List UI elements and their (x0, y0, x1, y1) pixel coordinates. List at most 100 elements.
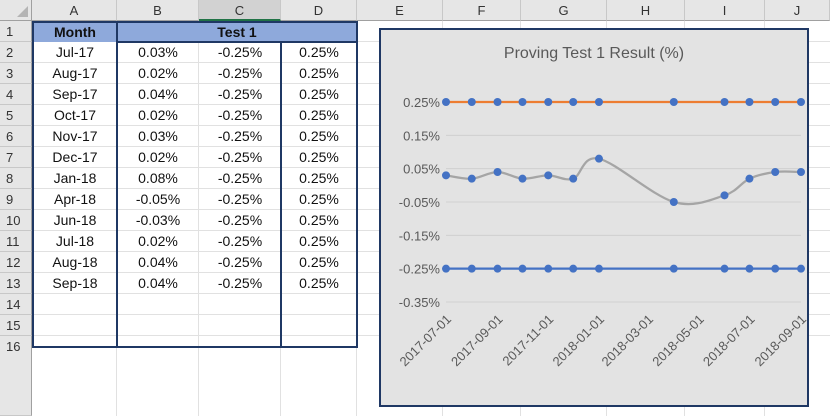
series-1-point (797, 168, 805, 176)
row-header-1[interactable]: 1 (0, 21, 32, 42)
cell-c[interactable]: -0.25% (217, 128, 263, 144)
chart-title: Proving Test 1 Result (%) (504, 45, 684, 62)
column-header-f[interactable]: F (443, 0, 521, 21)
cell-b[interactable]: -0.03% (135, 212, 181, 228)
cell-c[interactable]: -0.25% (217, 275, 263, 291)
row-header-8[interactable]: 8 (0, 168, 32, 189)
cell-month[interactable]: Oct-17 (53, 107, 96, 123)
cell-month[interactable]: Nov-17 (52, 128, 98, 144)
series-1-point (720, 191, 729, 200)
x-tick-label: 2017-11-01 (499, 312, 556, 369)
cell-d[interactable]: 0.25% (299, 107, 339, 123)
series-2-point (594, 264, 603, 273)
row-header-10[interactable]: 10 (0, 210, 32, 231)
cell-month[interactable]: Aug-17 (52, 65, 98, 81)
cell-c[interactable]: -0.25% (217, 65, 263, 81)
cell-c[interactable]: -0.25% (217, 233, 263, 249)
cell-d[interactable]: 0.25% (299, 128, 339, 144)
cell-d[interactable]: 0.25% (299, 191, 339, 207)
column-header-h[interactable]: H (607, 0, 685, 21)
series-3-point (594, 98, 603, 106)
cell-b[interactable]: 0.04% (138, 86, 178, 102)
cell-month[interactable]: Apr-18 (53, 191, 97, 207)
series-3-point (493, 98, 502, 106)
series-2-point (518, 264, 527, 273)
series-1-point (467, 174, 476, 183)
row-header-3[interactable]: 3 (0, 63, 32, 84)
row-header-11[interactable]: 11 (0, 231, 32, 252)
series-2-point (720, 264, 729, 273)
column-header-a[interactable]: A (32, 0, 117, 21)
series-2-point (797, 264, 805, 273)
series-3-point (745, 98, 754, 106)
cell-b[interactable]: 0.02% (138, 233, 178, 249)
row-header-12[interactable]: 12 (0, 252, 32, 273)
row-header-9[interactable]: 9 (0, 189, 32, 210)
row-header-13[interactable]: 13 (0, 273, 32, 294)
cell-b[interactable]: 0.04% (138, 275, 178, 291)
cell-b[interactable]: 0.08% (138, 170, 178, 186)
cell-b[interactable]: -0.05% (135, 191, 181, 207)
cell-b[interactable]: 0.02% (138, 65, 178, 81)
cell-b[interactable]: 0.02% (138, 149, 178, 165)
cell-c[interactable]: -0.25% (217, 149, 263, 165)
select-all-corner[interactable] (0, 0, 32, 21)
cell-c[interactable]: -0.25% (217, 86, 263, 102)
row-header-6[interactable]: 6 (0, 126, 32, 147)
cell-d[interactable]: 0.25% (299, 170, 339, 186)
cell-d[interactable]: 0.25% (299, 65, 339, 81)
column-header-g[interactable]: G (521, 0, 607, 21)
cell-c[interactable]: -0.25% (217, 170, 263, 186)
row-header-4[interactable]: 4 (0, 84, 32, 105)
cell-test1-header[interactable]: Test 1 (117, 22, 357, 42)
cell-month[interactable]: Jun-18 (53, 212, 97, 228)
cell-d[interactable]: 0.25% (299, 86, 339, 102)
cell-d[interactable]: 0.25% (299, 44, 339, 60)
cell-d[interactable]: 0.25% (299, 149, 339, 165)
cell-d[interactable]: 0.25% (299, 212, 339, 228)
column-header-d[interactable]: D (281, 0, 357, 21)
series-1-point (569, 174, 578, 183)
cell-month[interactable]: Jan-18 (53, 170, 97, 186)
cell-c[interactable]: -0.25% (217, 44, 263, 60)
column-header-i[interactable]: I (685, 0, 765, 21)
cell-b[interactable]: 0.03% (138, 128, 178, 144)
cell-d[interactable]: 0.25% (299, 233, 339, 249)
cell-month[interactable]: Aug-18 (52, 254, 98, 270)
cell-d[interactable]: 0.25% (299, 275, 339, 291)
cell-month[interactable]: Sep-18 (52, 275, 98, 291)
cell-b[interactable]: 0.02% (138, 107, 178, 123)
series-3-point (669, 98, 678, 106)
series-2-point (544, 264, 553, 273)
row-header-16[interactable]: 16 (0, 336, 32, 416)
row-header-7[interactable]: 7 (0, 147, 32, 168)
series-2-point (745, 264, 754, 273)
series-1-point (544, 171, 553, 180)
cell-b[interactable]: 0.03% (138, 44, 178, 60)
x-tick-label: 2018-01-01 (549, 312, 607, 370)
cell-c[interactable]: -0.25% (217, 191, 263, 207)
cell-month[interactable]: Sep-17 (52, 86, 98, 102)
y-tick-label: -0.15% (399, 228, 441, 243)
cell-c[interactable]: -0.25% (217, 254, 263, 270)
cell-month[interactable]: Dec-17 (52, 149, 98, 165)
row-header-5[interactable]: 5 (0, 105, 32, 126)
chart-area[interactable]: 0.25% 0.15% 0.05% -0.05% -0.15% -0.25% -0.35% 2… (379, 28, 809, 407)
cell-b[interactable]: 0.04% (138, 254, 178, 270)
row-header-14[interactable]: 14 (0, 294, 32, 315)
cell-c[interactable]: -0.25% (217, 212, 263, 228)
column-header-j[interactable]: J (765, 0, 830, 21)
row-header-2[interactable]: 2 (0, 42, 32, 63)
series-3-point (544, 98, 553, 106)
row-header-15[interactable]: 15 (0, 315, 32, 336)
column-header-e[interactable]: E (357, 0, 443, 21)
cell-month-header[interactable]: Month (33, 22, 117, 42)
column-header-c[interactable]: C (199, 0, 281, 21)
x-tick-label: 2018-09-01 (751, 312, 807, 370)
series-3-point (569, 98, 578, 106)
cell-d[interactable]: 0.25% (299, 254, 339, 270)
column-header-b[interactable]: B (117, 0, 199, 21)
cell-month[interactable]: Jul-18 (55, 233, 95, 249)
cell-c[interactable]: -0.25% (217, 107, 263, 123)
cell-month[interactable]: Jul-17 (55, 44, 95, 60)
